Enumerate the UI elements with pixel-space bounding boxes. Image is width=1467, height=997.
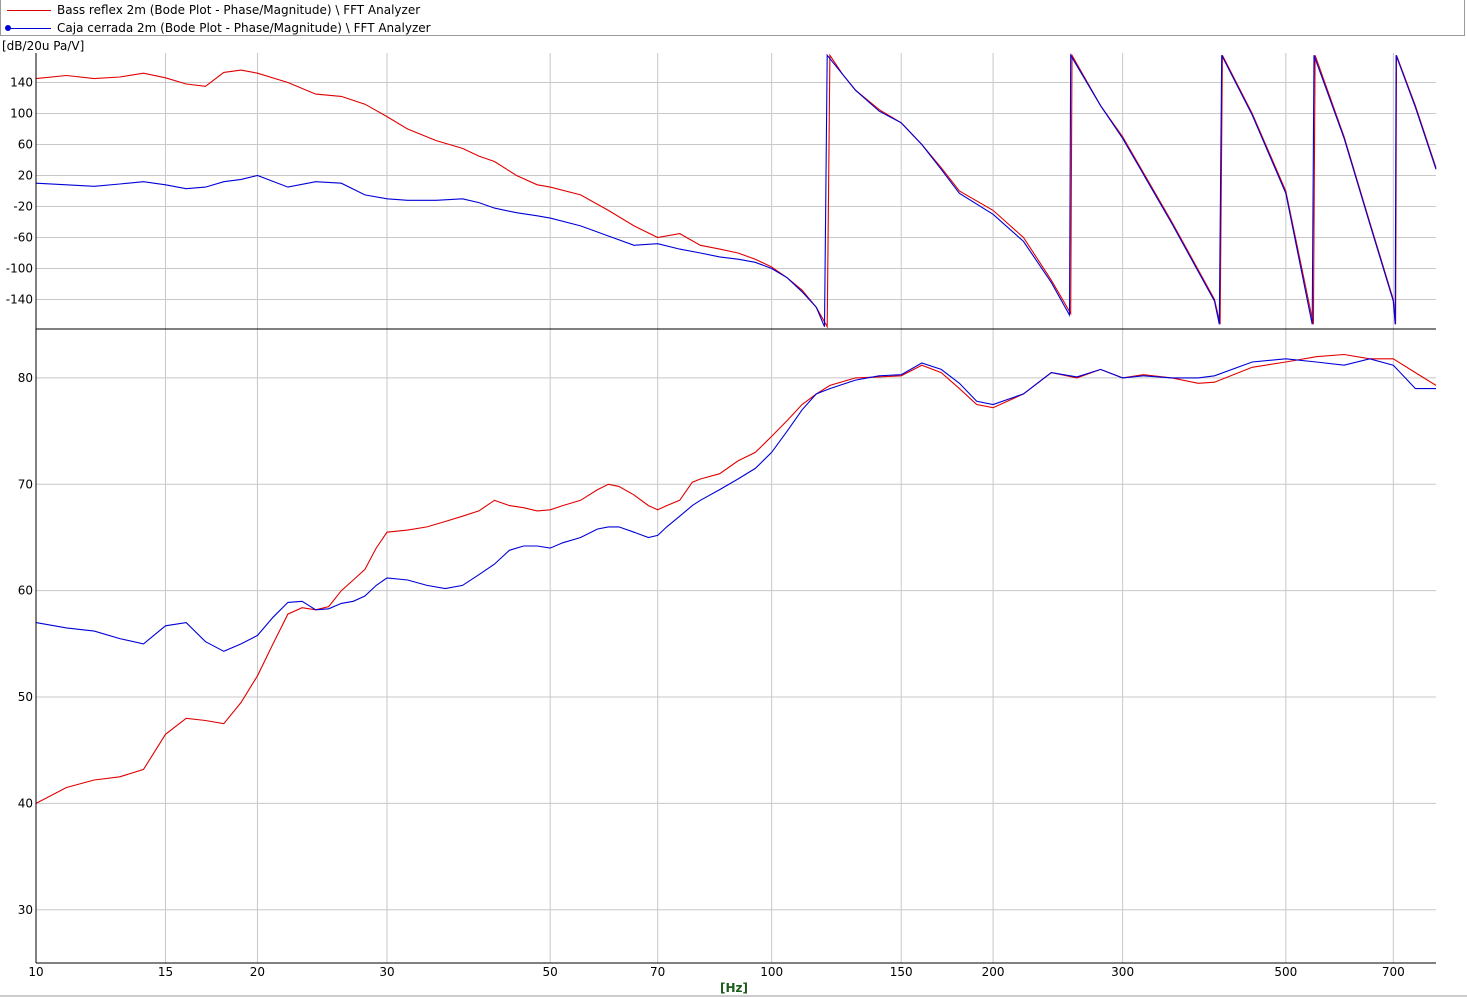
legend-swatch-series-1	[7, 5, 51, 15]
y-tick-label: -60	[13, 231, 33, 245]
x-tick-label: 150	[890, 965, 913, 979]
x-tick-label: 10	[28, 965, 43, 979]
x-tick-label: 700	[1382, 965, 1405, 979]
y-tick-label: 50	[18, 690, 33, 704]
y-unit-label: [dB/20u Pa/V]	[2, 39, 85, 53]
x-unit-label: [Hz]	[720, 981, 748, 995]
x-tick-label: 15	[158, 965, 173, 979]
series-line-phase-1	[35, 53, 1437, 329]
x-tick-label: 500	[1274, 965, 1297, 979]
legend-swatch-series-2	[5, 23, 51, 33]
x-tick-label: 300	[1111, 965, 1134, 979]
series-line-magnitude-2	[35, 358, 1436, 652]
y-tick-label: 80	[18, 371, 33, 385]
x-tick-label: 70	[650, 965, 665, 979]
y-tick-label: -140	[6, 293, 33, 307]
series-line-phase-2	[35, 53, 1437, 327]
y-tick-label: 20	[18, 168, 33, 182]
x-tick-label: 20	[250, 965, 265, 979]
y-tick-label: 70	[18, 477, 33, 491]
x-tick-label: 100	[760, 965, 783, 979]
y-tick-label: 30	[18, 903, 33, 917]
legend-marker-icon	[5, 24, 11, 31]
y-tick-label: 100	[10, 106, 33, 120]
x-tick-label: 30	[379, 965, 394, 979]
y-tick-label: 60	[18, 137, 33, 151]
legend-label-series-2: Caja cerrada 2m (Bode Plot - Phase/Magni…	[57, 20, 431, 35]
y-tick-label: 140	[10, 75, 33, 89]
legend-panel: Bass reflex 2m (Bode Plot - Phase/Magnit…	[0, 0, 1465, 36]
y-tick-label: 60	[18, 584, 33, 598]
legend-label-series-1: Bass reflex 2m (Bode Plot - Phase/Magnit…	[57, 2, 421, 17]
y-tick-label: 40	[18, 796, 33, 810]
y-tick-label: -100	[6, 262, 33, 276]
x-tick-label: 200	[982, 965, 1005, 979]
legend-item-series-1[interactable]: Bass reflex 2m (Bode Plot - Phase/Magnit…	[7, 1, 420, 18]
legend-item-series-2[interactable]: Caja cerrada 2m (Bode Plot - Phase/Magni…	[5, 19, 431, 36]
series-line-magnitude-1	[35, 353, 1437, 804]
y-tick-label: -20	[13, 200, 33, 214]
x-tick-label: 50	[543, 965, 558, 979]
